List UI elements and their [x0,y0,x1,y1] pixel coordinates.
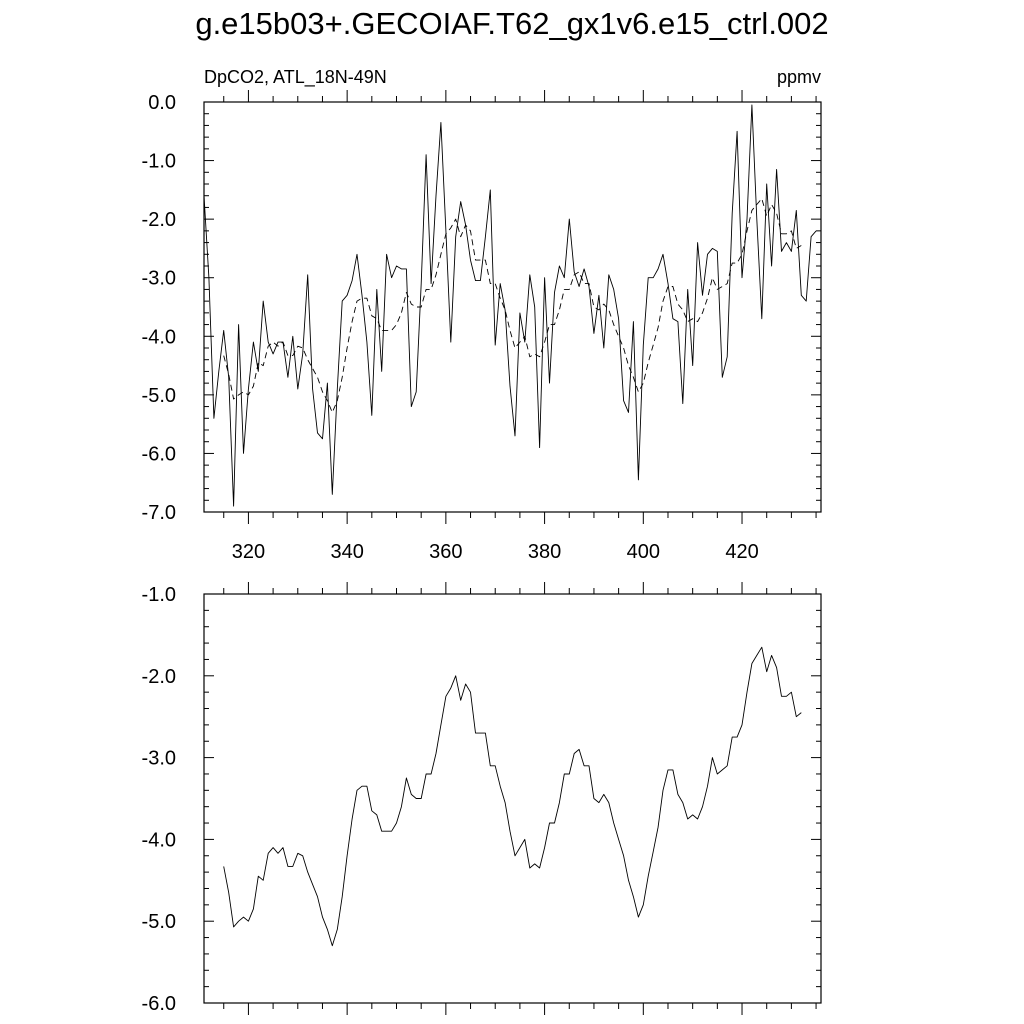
x-tick-label: 320 [232,541,265,563]
y-tick-label: -6.0 [142,443,176,465]
units-label: ppmv [777,67,821,87]
y-tick-label: -1.0 [142,584,176,606]
y-tick-label: -2.0 [142,209,176,231]
plot-frame [203,593,822,1004]
plot-frame [203,101,822,513]
y-tick-label: -4.0 [142,326,176,348]
variable-region-label: DpCO2, ATL_18N-49N [204,67,387,88]
x-tick-label: 360 [429,541,462,563]
y-tick-label: -5.0 [142,911,176,933]
y-tick-label: -6.0 [142,993,176,1015]
y-tick-label: 0.0 [148,92,176,114]
y-tick-label: -3.0 [142,268,176,290]
x-tick-label: 380 [528,541,561,563]
y-tick-label: -3.0 [142,748,176,770]
series-line-solid [223,646,802,947]
x-tick-label: 340 [330,541,363,563]
bottom-panel: -1.0 -2.0 -3.0 -4.0 -5.0 -6.0 [142,582,822,1015]
page-title: g.e15b03+.GECOIAF.T62_gx1v6.e15_ctrl.002 [195,6,829,41]
y-tick-label: -1.0 [142,151,176,173]
y-tick-label: -5.0 [142,385,176,407]
y-tick-label: -7.0 [142,502,176,524]
series-line-dashed [223,198,802,413]
x-tick-label: 400 [627,541,660,563]
series-line-solid [203,104,817,507]
x-tick-label: 420 [725,541,758,563]
top-panel: DpCO2, ATL_18N-49N ppmv 0.0 -1.0 -2.0 -3.0 -… [142,67,822,563]
y-tick-label: -2.0 [142,666,176,688]
y-tick-label: -4.0 [142,829,176,851]
